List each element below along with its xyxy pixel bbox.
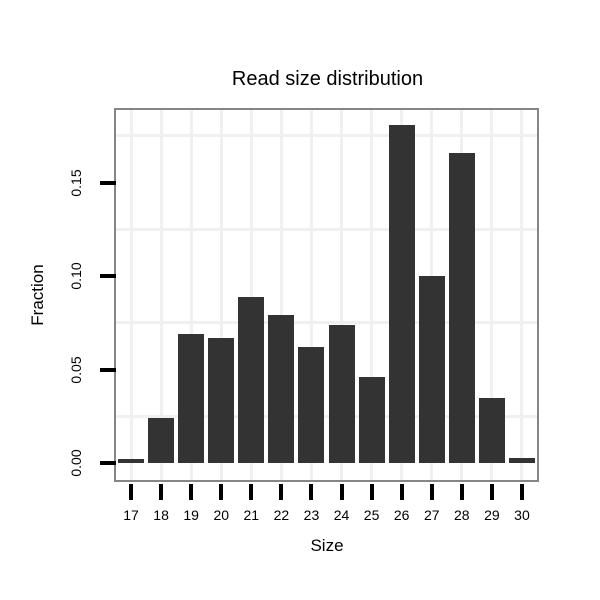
x-axis-tick-label: 20 [213, 507, 230, 523]
chart-title: Read size distribution [231, 68, 424, 90]
vertical-gridline [219, 110, 223, 480]
x-axis-tick-label: 18 [153, 507, 169, 523]
x-axis-tick [429, 484, 434, 500]
bar-24 [328, 324, 355, 464]
x-axis-tick [459, 484, 464, 500]
x-axis-tick-label: 29 [484, 507, 500, 523]
bar-18 [148, 418, 175, 464]
y-axis-tick [100, 274, 116, 279]
x-axis-tick-label: 27 [423, 507, 440, 523]
bar-20 [208, 337, 235, 464]
x-axis-tick [339, 484, 344, 500]
x-axis-tick-label: 17 [123, 507, 139, 523]
vertical-gridline [159, 110, 163, 480]
horizontal-gridline [116, 321, 537, 325]
x-axis-tick-label: 28 [454, 507, 470, 523]
x-axis-tick-label: 25 [363, 507, 380, 523]
y-axis-tick-label: 0.05 [68, 356, 84, 384]
bar-28 [448, 152, 475, 464]
bar-19 [178, 334, 205, 464]
x-axis-tick [219, 484, 224, 500]
vertical-gridline [370, 110, 374, 480]
x-axis-tick [249, 484, 254, 500]
vertical-gridline [340, 110, 344, 480]
horizontal-gridline [116, 414, 537, 418]
x-axis-tick [399, 484, 404, 500]
y-axis-tick-label: 0.10 [68, 262, 84, 290]
y-axis-tick-label: 0.00 [68, 449, 84, 477]
vertical-gridline [279, 110, 283, 480]
y-axis-label: Fraction [28, 264, 47, 326]
vertical-gridline [189, 110, 193, 480]
bar-26 [388, 124, 415, 464]
x-axis-tick [279, 484, 284, 500]
x-axis-tick [159, 484, 164, 500]
vertical-gridline [520, 110, 524, 480]
x-axis-label: Size [310, 536, 344, 555]
bar-25 [358, 377, 385, 464]
bar-23 [298, 347, 325, 464]
y-axis-tick [100, 367, 116, 372]
bar-21 [238, 296, 265, 464]
vertical-gridline [249, 110, 253, 480]
x-axis-tick [519, 484, 524, 500]
x-axis-tick [189, 484, 194, 500]
vertical-gridline [129, 110, 133, 480]
x-axis-tick [129, 484, 134, 500]
y-axis-tick-label: 0.15 [68, 169, 84, 197]
bar-17 [118, 459, 145, 464]
x-axis-tick-label: 21 [243, 507, 260, 523]
y-axis-tick [100, 180, 116, 185]
vertical-gridline [309, 110, 313, 480]
x-axis-tick [489, 484, 494, 500]
x-axis-tick [309, 484, 314, 500]
x-axis-tick-label: 24 [333, 507, 350, 523]
x-axis-tick-label: 26 [393, 507, 410, 523]
bar-30 [508, 457, 535, 464]
x-axis-tick-label: 23 [303, 507, 320, 523]
plot-panel [114, 108, 539, 482]
x-axis-tick-label: 19 [183, 507, 199, 523]
horizontal-gridline [116, 227, 537, 231]
horizontal-gridline [116, 134, 537, 138]
y-axis-tick [100, 461, 116, 466]
vertical-gridline [490, 110, 494, 480]
bar-22 [268, 315, 295, 464]
x-axis-tick [369, 484, 374, 500]
bar-27 [418, 276, 445, 464]
x-axis-tick-label: 22 [273, 507, 290, 523]
x-axis-tick-label: 30 [514, 507, 530, 523]
bar-29 [478, 397, 505, 464]
